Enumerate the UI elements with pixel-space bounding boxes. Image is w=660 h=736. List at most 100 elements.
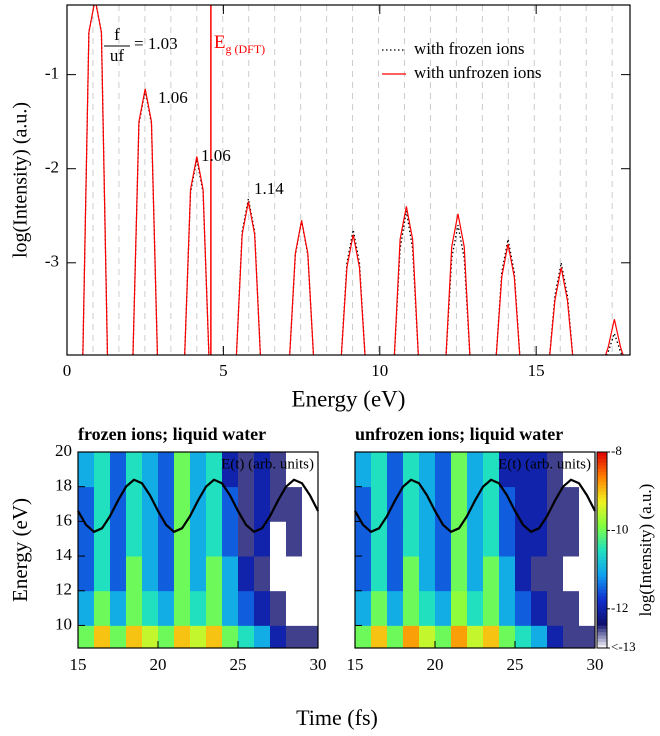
colorbar-segment [597, 507, 607, 512]
heat-cell [94, 452, 111, 488]
heat-cell [515, 452, 532, 488]
heat-cell [467, 556, 484, 592]
heat-cell [238, 521, 255, 557]
heat-cell [302, 521, 319, 557]
heat-cell [419, 486, 436, 522]
heat-cell [190, 521, 207, 557]
heat-cell [355, 590, 372, 626]
heat-cell [355, 521, 372, 557]
panel-title: frozen ions; liquid water [78, 424, 266, 444]
colorbar-segment [597, 520, 607, 525]
heat-cell [302, 452, 319, 488]
colorbar-segment [597, 474, 607, 479]
heat-cell [286, 556, 303, 592]
peak-annotation: 1.06 [158, 88, 188, 107]
heat-cell [403, 486, 420, 522]
heat-cell [435, 590, 452, 626]
heat-cell [419, 556, 436, 592]
heat-cell [286, 486, 303, 522]
heat-cell [499, 452, 516, 488]
ratio-denominator: uf [110, 46, 125, 65]
heat-cell [110, 625, 127, 649]
x-axis-label: Time (fs) [296, 705, 378, 730]
colorbar-segment [597, 559, 607, 564]
colorbar-frame [596, 451, 608, 649]
colorbar-segment [597, 533, 607, 538]
colorbar-segment [597, 536, 607, 541]
heat-cell [403, 625, 420, 649]
heat-cell [467, 452, 484, 488]
colorbar-segment [597, 514, 607, 518]
heat-cell [547, 590, 564, 626]
heat-cell [190, 625, 207, 649]
heat-cell [126, 521, 143, 557]
colorbar-label: log(Intensity) (a.u.) [636, 484, 655, 617]
heat-cell [499, 625, 516, 649]
heat-cell [531, 486, 548, 522]
colorbar-segment [597, 605, 607, 610]
heat-cell [238, 486, 255, 522]
colorbar-segment [597, 641, 607, 646]
heat-cell [206, 590, 223, 626]
heat-cell [222, 556, 239, 592]
heat-cell [579, 452, 596, 488]
y-tick-label: 14 [55, 545, 73, 564]
heat-cell [94, 556, 111, 592]
heat-cell [174, 452, 191, 488]
heat-cell [94, 590, 111, 626]
legend-label: with unfrozen ions [414, 63, 541, 82]
heat-cell [403, 590, 420, 626]
x-tick-label: 15 [347, 655, 364, 674]
colorbar-segment [597, 602, 607, 607]
heat-cell [222, 625, 239, 649]
heat-cell [547, 452, 564, 488]
peak-annotation: 1.06 [201, 146, 231, 165]
heat-cell [286, 452, 303, 488]
heat-cell [515, 625, 532, 649]
plot-frame [354, 451, 596, 649]
colorbar-segment [597, 579, 607, 584]
heat-cell [499, 590, 516, 626]
heat-cell [387, 452, 404, 488]
y-tick-label: -3 [45, 252, 59, 271]
colorbar-segment [597, 585, 607, 590]
x-tick-label: 20 [427, 655, 444, 674]
colorbar-segment [597, 589, 607, 593]
heat-cell [254, 625, 271, 649]
colorbar-segment [597, 582, 607, 587]
colorbar-segment [597, 631, 607, 636]
heat-cell [355, 452, 372, 488]
colorbar-segment [597, 478, 607, 482]
heat-cell [563, 625, 580, 649]
y-tick-label: 18 [55, 476, 72, 495]
x-tick-label: 0 [63, 361, 72, 380]
heat-cell [371, 590, 388, 626]
colorbar-segment [597, 517, 607, 522]
heat-cell [435, 521, 452, 557]
heat-cell [206, 556, 223, 592]
x-tick-label: 5 [219, 361, 228, 380]
heat-cell [563, 590, 580, 626]
heat-cell [451, 590, 468, 626]
heat-cell [270, 521, 287, 557]
colorbar-segment [597, 523, 607, 528]
ratio-numerator: f [114, 25, 120, 44]
colorbar-segment [597, 461, 607, 466]
y-tick-label: -2 [45, 158, 59, 177]
heat-cell [579, 625, 596, 649]
heat-cell [302, 486, 319, 522]
colorbar-segment [597, 612, 607, 616]
heat-cell [371, 452, 388, 488]
heat-cell [78, 625, 95, 649]
heat-cell [483, 590, 500, 626]
heat-cell [515, 590, 532, 626]
heat-cell [467, 590, 484, 626]
heat-cell [547, 521, 564, 557]
heat-cell [222, 521, 239, 557]
gap-label: Eg (DFT) [214, 32, 265, 55]
heat-cell [142, 590, 159, 626]
colorbar-segment [597, 484, 607, 489]
heat-cell [403, 521, 420, 557]
heat-cell [126, 486, 143, 522]
